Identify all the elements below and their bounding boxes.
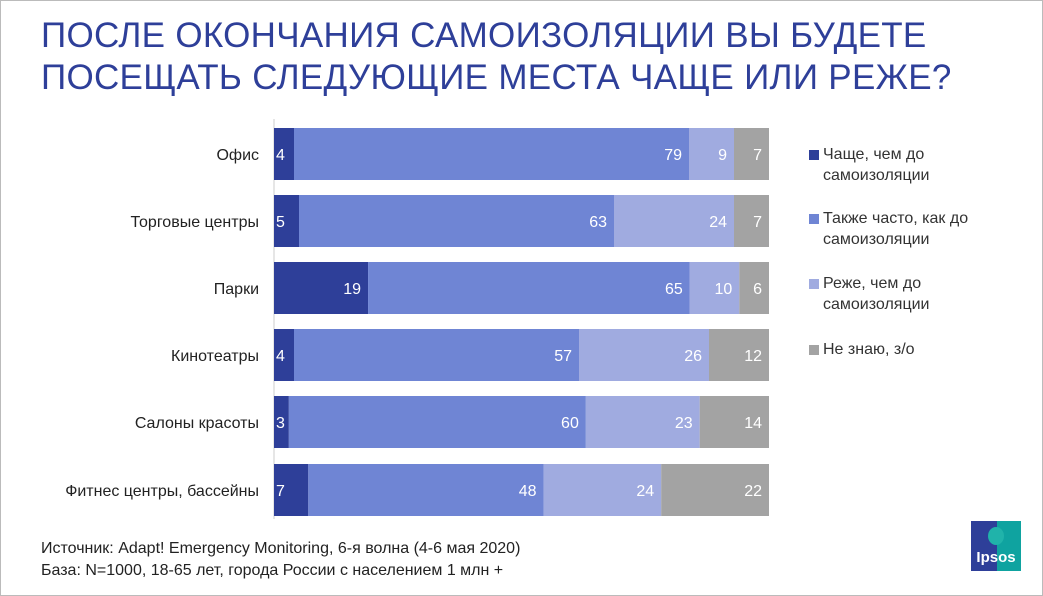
data-label: 4 [276, 348, 285, 365]
data-label: 60 [561, 415, 579, 432]
bar-segment [579, 329, 709, 381]
data-label: 6 [753, 281, 762, 298]
legend-label: Также часто, как до [823, 210, 969, 227]
bar-segment [274, 396, 289, 448]
data-label: 22 [744, 483, 762, 500]
category-label: Офис [216, 147, 259, 164]
bar-segment [368, 262, 690, 314]
slide-title: ПОСЛЕ ОКОНЧАНИЯ САМОИЗОЛЯЦИИ ВЫ БУДЕТЕ П… [41, 15, 952, 99]
data-label: 10 [715, 281, 733, 298]
data-label: 24 [709, 214, 727, 231]
bar-segment [734, 195, 769, 247]
source-note: Источник: Adapt! Emergency Monitoring, 6… [41, 538, 520, 582]
legend-label: Реже, чем до [823, 275, 922, 292]
bar-segment [288, 396, 586, 448]
data-label: 7 [276, 483, 285, 500]
bar-segment [709, 329, 769, 381]
category-label: Кинотеатры [171, 348, 259, 365]
bar-segment [299, 195, 614, 247]
source-line: Источник: Adapt! Emergency Monitoring, 6… [41, 540, 521, 557]
data-label: 65 [665, 281, 683, 298]
bar-segment [274, 329, 294, 381]
bar-segment [661, 464, 769, 516]
title-line: ПОСЕЩАТЬ СЛЕДУЮЩИЕ МЕСТА ЧАЩЕ ИЛИ РЕЖЕ? [41, 58, 952, 97]
data-label: 23 [675, 415, 693, 432]
bar-segment [294, 329, 579, 381]
data-label: 4 [276, 147, 285, 164]
data-label: 79 [664, 147, 682, 164]
legend-label: самоизоляции [823, 167, 930, 184]
bar-segment [274, 262, 369, 314]
bar-segment [689, 128, 734, 180]
legend-label: самоизоляции [823, 296, 930, 313]
bar-segment [614, 195, 734, 247]
bar-segment [734, 128, 769, 180]
legend-label: самоизоляции [823, 231, 930, 248]
category-label: Фитнес центры, бассейны [65, 483, 259, 500]
legend-swatch [809, 279, 819, 289]
data-label: 19 [343, 281, 361, 298]
bar-segment [689, 262, 740, 314]
legend-item: Чаще, чем до самоизоляции [809, 144, 1029, 186]
data-label: 24 [636, 483, 654, 500]
data-label: 26 [684, 348, 702, 365]
data-label: 14 [744, 415, 762, 432]
category-label: Парки [214, 281, 259, 298]
legend-label: Не знаю, з/о [823, 341, 915, 358]
category-label: Салоны красоты [135, 415, 259, 432]
data-label: 5 [276, 214, 285, 231]
legend-label: Чаще, чем до [823, 146, 925, 163]
bar-segment [274, 128, 294, 180]
ipsos-logo: Ipsos [971, 521, 1021, 571]
bar-segment [294, 128, 689, 180]
category-label: Торговые центры [131, 214, 260, 231]
legend-swatch [809, 150, 819, 160]
legend-item: Реже, чем до самоизоляции [809, 273, 1029, 315]
title-line: ПОСЛЕ ОКОНЧАНИЯ САМОИЗОЛЯЦИИ ВЫ БУДЕТЕ [41, 16, 927, 55]
bar-segment [274, 195, 299, 247]
data-label: 57 [554, 348, 572, 365]
legend-item: Не знаю, з/о [809, 339, 1029, 360]
data-label: 48 [519, 483, 537, 500]
data-label: 12 [744, 348, 762, 365]
bar-segment [274, 464, 309, 516]
data-label: 7 [753, 147, 762, 164]
bar-segment [543, 464, 662, 516]
legend-swatch [809, 214, 819, 224]
base-line: База: N=1000, 18-65 лет, города России с… [41, 562, 504, 579]
bar-segment [308, 464, 544, 516]
data-label: 7 [753, 214, 762, 231]
bar-segment [699, 396, 769, 448]
legend-item: Также часто, как до самоизоляции [809, 208, 1029, 250]
bar-segment [739, 262, 769, 314]
data-label: 9 [718, 147, 727, 164]
data-label: 3 [276, 415, 285, 432]
data-label: 63 [589, 214, 607, 231]
legend-swatch [809, 345, 819, 355]
bar-segment [585, 396, 700, 448]
